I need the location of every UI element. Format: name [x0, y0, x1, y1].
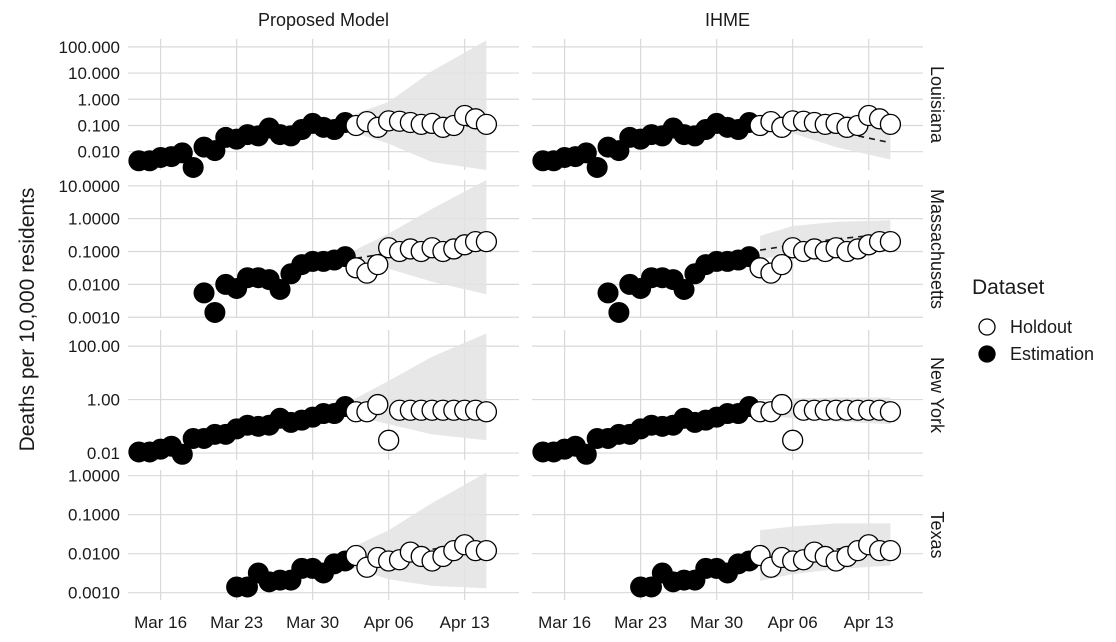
facet-strip-new-york: New York: [927, 357, 947, 434]
holdout-point: [476, 114, 496, 134]
holdout-point: [880, 232, 900, 252]
y-tick-label: 0.010: [77, 143, 120, 162]
x-tick-label: Apr 13: [440, 613, 490, 632]
legend-key-estimation: [979, 346, 995, 362]
holdout-point: [476, 541, 496, 561]
legend-label: Estimation: [1010, 344, 1094, 364]
x-tick-label: Apr 06: [768, 613, 818, 632]
holdout-point: [880, 541, 900, 561]
y-tick-label: 0.1000: [68, 506, 120, 525]
facet-strip-texas: Texas: [927, 511, 947, 558]
holdout-point: [476, 402, 496, 422]
y-tick-label: 0.01: [87, 444, 120, 463]
y-tick-label: 10.0000: [59, 177, 120, 196]
facet-strip-column: Proposed Model: [258, 10, 389, 30]
estimation-point: [609, 302, 629, 322]
holdout-point: [783, 430, 803, 450]
holdout-point: [379, 430, 399, 450]
y-tick-label: 10.000: [68, 64, 120, 83]
estimation-point: [205, 302, 225, 322]
x-tick-label: Mar 16: [538, 613, 591, 632]
legend-title: Dataset: [972, 276, 1045, 299]
y-axis-title: Deaths per 10,000 residents: [16, 188, 39, 452]
holdout-point: [880, 402, 900, 422]
holdout-point: [880, 114, 900, 134]
y-tick-label: 100.000: [59, 38, 120, 57]
x-tick-label: Apr 13: [844, 613, 894, 632]
holdout-point: [476, 232, 496, 252]
y-tick-label: 0.0100: [68, 545, 120, 564]
y-tick-label: 0.0010: [68, 584, 120, 603]
facet-strip-massachusetts: Massachusetts: [927, 189, 947, 309]
x-tick-label: Mar 30: [286, 613, 339, 632]
y-tick-label: 1.00: [87, 391, 120, 410]
y-tick-label: 1.000: [77, 90, 120, 109]
uncertainty-ribbon: [345, 333, 486, 440]
x-tick-label: Mar 23: [210, 613, 263, 632]
estimation-point: [598, 283, 618, 303]
x-tick-label: Mar 23: [614, 613, 667, 632]
y-tick-label: 100.00: [68, 337, 120, 356]
estimation-point: [183, 157, 203, 177]
estimation-point: [587, 157, 607, 177]
estimation-point: [194, 283, 214, 303]
facet-strip-column: IHME: [705, 10, 750, 30]
legend-label: Holdout: [1010, 317, 1072, 337]
holdout-point: [772, 395, 792, 415]
y-tick-label: 0.0100: [68, 275, 120, 294]
legend-key-holdout: [979, 319, 995, 335]
x-tick-label: Apr 06: [364, 613, 414, 632]
y-tick-label: 0.0010: [68, 308, 120, 327]
y-tick-label: 1.0000: [68, 210, 120, 229]
facet-strip-louisiana: Louisiana: [927, 66, 947, 144]
y-tick-label: 0.100: [77, 116, 120, 135]
holdout-point: [368, 395, 388, 415]
y-tick-label: 0.1000: [68, 243, 120, 262]
x-tick-label: Mar 16: [134, 613, 187, 632]
y-tick-label: 1.0000: [68, 467, 120, 486]
x-tick-label: Mar 30: [690, 613, 743, 632]
